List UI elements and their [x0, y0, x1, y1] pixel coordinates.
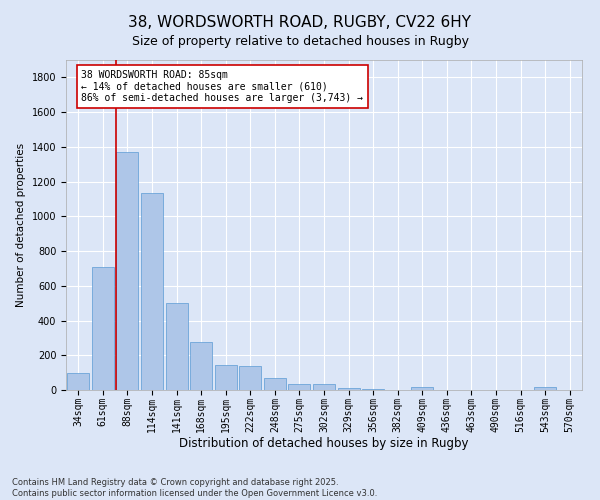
Bar [67, 372, 89, 390]
Text: Contains HM Land Registry data © Crown copyright and database right 2025.
Contai: Contains HM Land Registry data © Crown c… [12, 478, 377, 498]
Bar [289, 384, 310, 390]
Text: 38, WORDSWORTH ROAD, RUGBY, CV22 6HY: 38, WORDSWORTH ROAD, RUGBY, CV22 6HY [128, 15, 472, 30]
Bar [166, 303, 188, 390]
Bar [116, 152, 139, 390]
Bar [215, 365, 237, 390]
Y-axis label: Number of detached properties: Number of detached properties [16, 143, 26, 307]
Bar [338, 388, 359, 390]
Bar [239, 366, 262, 390]
Bar [92, 266, 114, 390]
X-axis label: Distribution of detached houses by size in Rugby: Distribution of detached houses by size … [179, 437, 469, 450]
Bar [362, 388, 384, 390]
Bar [141, 193, 163, 390]
Bar [190, 342, 212, 390]
Bar [411, 388, 433, 390]
Text: Size of property relative to detached houses in Rugby: Size of property relative to detached ho… [131, 35, 469, 48]
Text: 38 WORDSWORTH ROAD: 85sqm
← 14% of detached houses are smaller (610)
86% of semi: 38 WORDSWORTH ROAD: 85sqm ← 14% of detac… [82, 70, 364, 103]
Bar [313, 384, 335, 390]
Bar [534, 387, 556, 390]
Bar [264, 378, 286, 390]
